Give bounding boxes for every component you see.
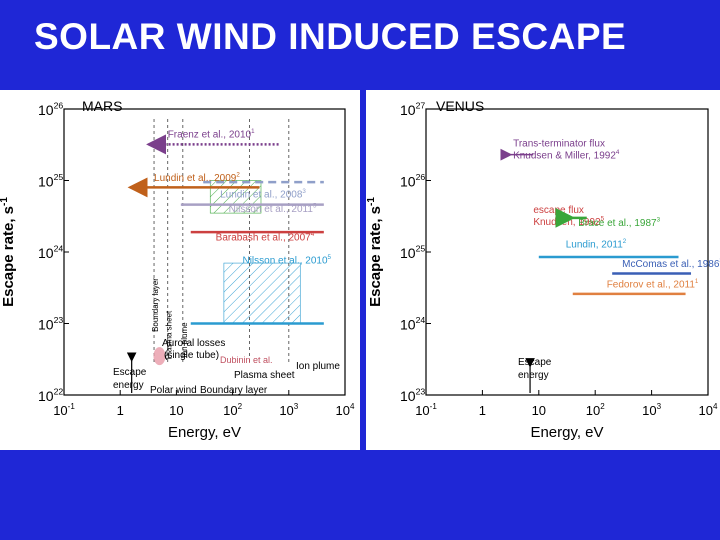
mars-x-tick-label: 103 [279, 402, 298, 418]
series-label-mccomas-et-al-1986: McComas et al., 19863 [622, 257, 720, 270]
mars-x-tick-label: 10 [169, 403, 183, 418]
venus-x-tick-label: 10 [532, 403, 546, 418]
series-label-fedorov-et-al-2011: Fedorov et al., 20111 [607, 278, 699, 291]
plasma-sheet-rotated-label: Plasma sheet [165, 310, 174, 359]
venus-x-tick-label: 104 [699, 402, 718, 418]
series-label-nilsson-et-al-2011: Nilsson et al., 20115 [229, 203, 317, 216]
mars-y-axis-label: Escape rate, s-1 [0, 197, 17, 307]
venus-x-tick-label: 102 [586, 402, 605, 418]
venus-x-tick-label: 103 [642, 402, 661, 418]
hatch-region [209, 180, 262, 214]
venus-x-tick-label: 10-1 [415, 402, 437, 418]
series-label-fraenz-et-al-2010: Fraenz et al., 20101 [168, 128, 255, 141]
venus-y-tick-label: 1024 [400, 315, 425, 332]
venus-x-tick-label: 1 [479, 403, 486, 418]
venus-y-tick-label: 1025 [400, 244, 425, 261]
venus-energy-label: energy [518, 370, 549, 381]
venus-escape-label: Escape [518, 357, 552, 368]
series-label-brace-et-al-1987: Brace et al., 19873 [578, 217, 660, 230]
venus-chart-svg: 10-1 1 10 102 103 104 1023 1024 1025 1026 1027 VENU… [366, 98, 720, 441]
mars-chart-svg: 10-1 1 10 102 103 104 1022 1023 1024 1025 1026 MARS… [0, 98, 355, 441]
mars-x-tick-label: 10-1 [53, 402, 75, 418]
slide-title: SOLAR WIND INDUCED ESCAPE [34, 16, 627, 57]
boundary-layer-label: Boundary layer [200, 385, 268, 396]
escape-label: Escape [113, 367, 147, 378]
venus-y-tick-label: 1026 [400, 172, 425, 189]
mars-y-tick-label: 1026 [38, 101, 63, 118]
venus-y-tick-label: 1023 [400, 387, 425, 404]
ion-plume-rotated-label: Ion plume [180, 322, 189, 358]
venus-note-source: Knudsen & Miller, 19924 [513, 149, 620, 162]
series-label-lundin-et-al-2009: Lundin et al., 20092 [154, 172, 240, 185]
venus-note-line: escape flux [533, 205, 584, 216]
venus-x-axis-label: Energy, eV [530, 424, 603, 441]
mars-y-tick-label: 1025 [38, 172, 63, 189]
mars-y-tick-label: 1023 [38, 315, 63, 332]
venus-escape-chart: 10-1 1 10 102 103 104 1023 1024 1025 1026 1027 VENU… [366, 90, 720, 450]
mars-panel-title: MARS [82, 98, 122, 114]
dubinin-label: Dubinin et al. [220, 355, 273, 365]
venus-y-axis-label: Escape rate, s-1 [366, 197, 384, 307]
energy-label: energy [113, 380, 144, 391]
plasma-sheet-label: Plasma sheet [234, 370, 295, 381]
mars-x-tick-label: 104 [336, 402, 355, 418]
series-label-lundin-et-al-2008: Lundin et al., 20083 [220, 188, 306, 201]
series-label-barabash-et-al-2007: Barabash et al., 20074 [216, 231, 315, 244]
mars-x-tick-label: 102 [223, 402, 242, 418]
auroral-losses-region [153, 347, 166, 366]
mars-x-axis-label: Energy, eV [168, 424, 241, 441]
mars-y-tick-label: 1022 [38, 387, 63, 404]
series-label-nilsson-et-al-2010: Nilsson et al., 20105 [242, 254, 331, 266]
venus-panel-title: VENUS [436, 98, 484, 114]
polar-wind-label: Polar wind [150, 385, 197, 396]
boundary-layer-rotated-label: Boundary layer [151, 278, 160, 332]
mars-escape-chart: 10-1 1 10 102 103 104 1022 1023 1024 1025 1026 MARS… [0, 90, 360, 450]
auroral-losses-label: Auroral losses [162, 338, 225, 349]
venus-y-tick-label: 1027 [400, 101, 425, 118]
series-label-lundin-2011: Lundin, 20112 [566, 238, 627, 251]
mars-y-tick-label: 1024 [38, 244, 63, 261]
mars-x-tick-label: 1 [117, 403, 124, 418]
single-tube-label: (single tube) [164, 350, 219, 361]
hatch-region [223, 262, 301, 324]
ion-plume-label: Ion plume [296, 361, 340, 372]
venus-note-line: Trans-terminator flux [513, 138, 605, 149]
